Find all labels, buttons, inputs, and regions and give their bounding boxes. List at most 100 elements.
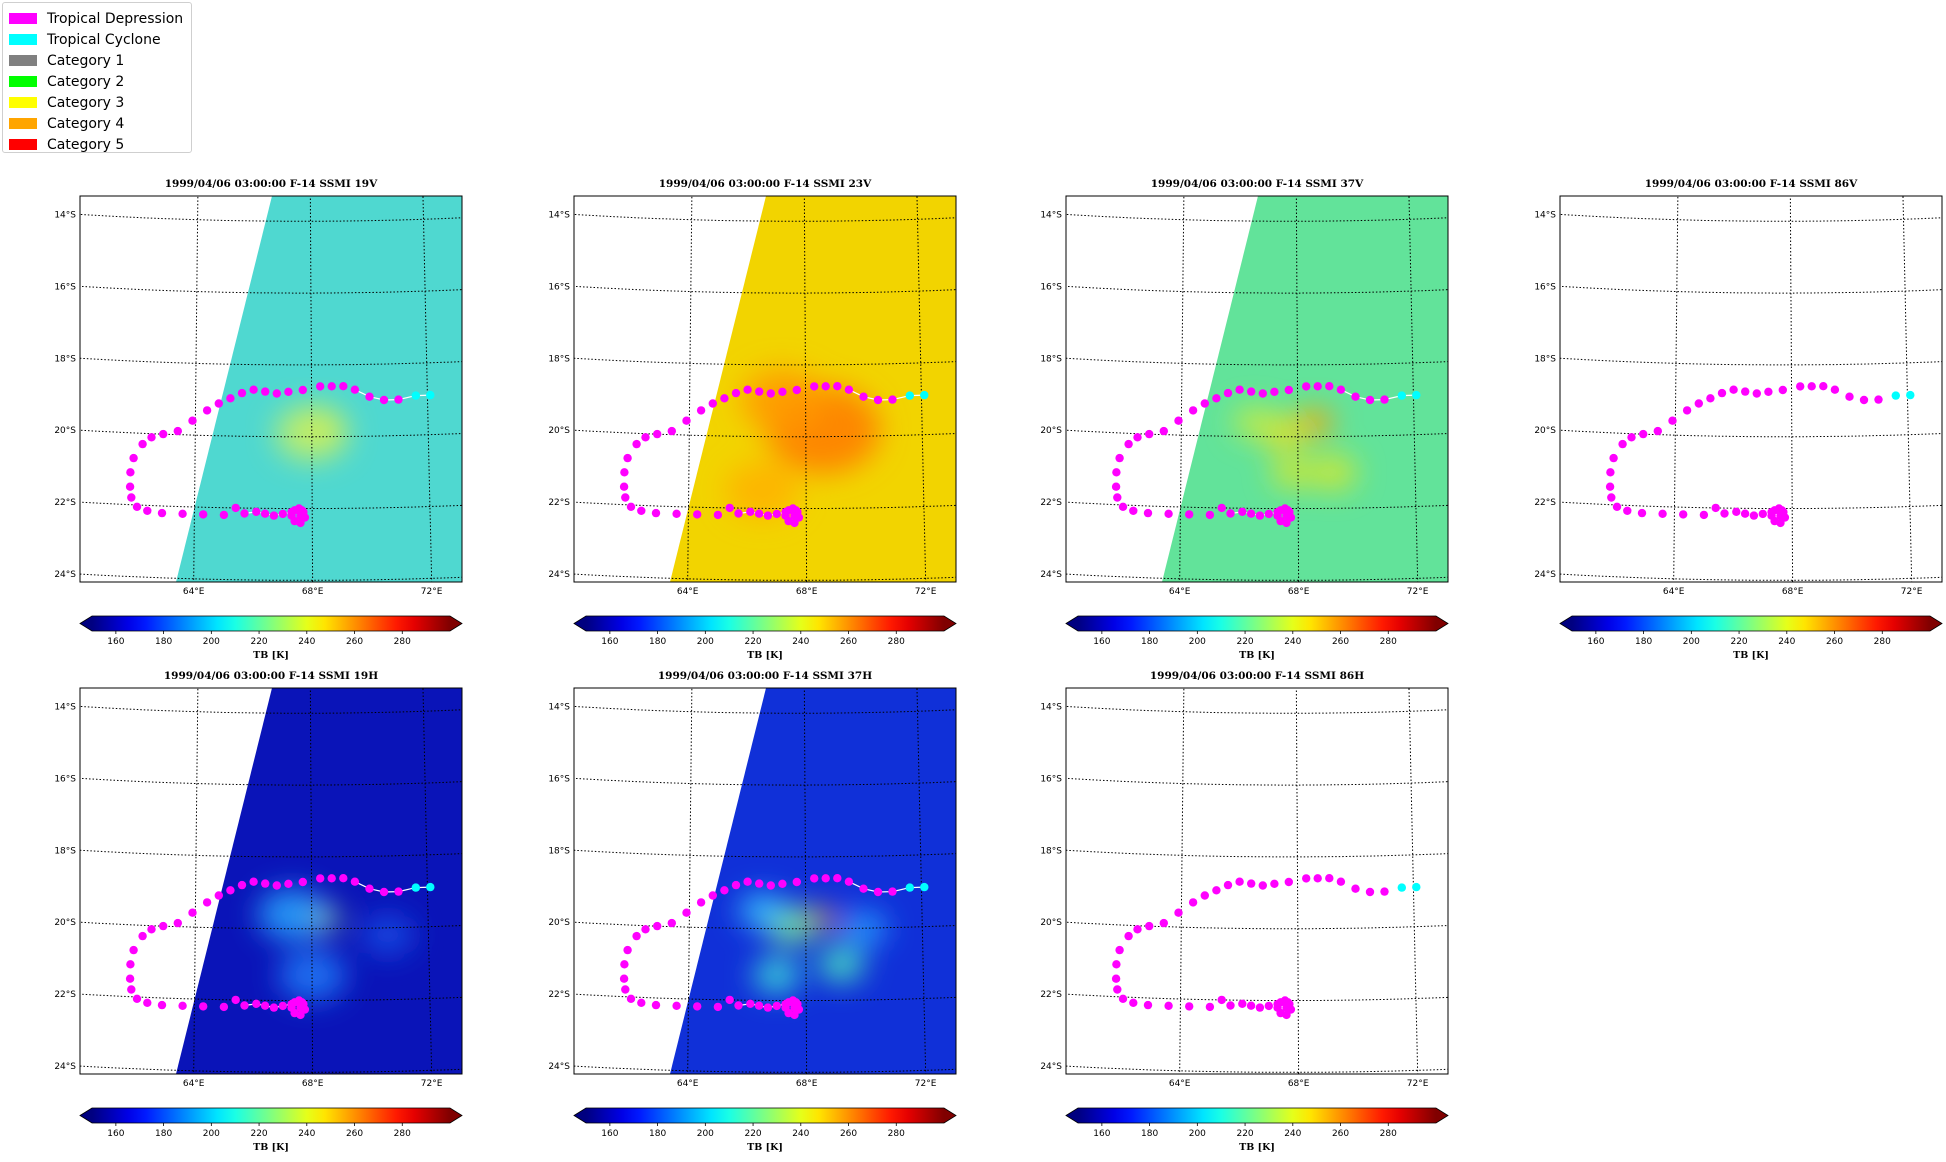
track-point [219,1002,229,1012]
latitude-label: 24°S [54,570,76,580]
graticule [1560,196,1942,582]
longitude-label: 64°E [1663,587,1685,597]
latitude-label: 24°S [548,570,570,580]
colorbar-tick-label: 200 [1683,637,1700,647]
legend-swatch [9,55,37,66]
storm-track [1111,874,1421,1020]
graticule [80,196,462,582]
graticule [1066,196,1448,582]
latitude-label: 16°S [548,775,570,785]
track-point [1699,510,1709,520]
track-point [1741,387,1750,396]
track-point [1118,502,1128,511]
track-point [1188,406,1198,415]
track-point [240,509,249,518]
track-point [1217,995,1226,1005]
track-point [296,1003,305,1012]
legend-swatch [9,76,37,87]
track-point [1845,392,1854,401]
longitude-label: 72°E [1901,587,1923,597]
colorbar-label: TB [K] [747,650,783,661]
track-point [1679,510,1688,519]
track-point [1255,1003,1265,1012]
track-point [844,877,854,886]
latitude-label: 16°S [54,283,76,293]
track-point [754,509,764,518]
track-point [1778,385,1787,395]
track-point [731,880,741,890]
track-point [269,511,279,520]
track-point [1264,509,1273,519]
track-point [269,1003,279,1012]
longitude-label: 64°E [677,1079,699,1089]
track-point [1174,908,1183,917]
track-point [720,394,729,403]
track-point [1607,493,1616,502]
track-point [637,506,646,515]
track-point [1164,1001,1173,1010]
track-point [379,887,389,897]
latitude-label: 20°S [54,918,76,928]
colorbar-tick-label: 160 [107,637,124,647]
track-point [1111,974,1121,983]
track-point [316,874,325,883]
latitude-label: 24°S [1534,570,1556,580]
colorbar-tick-label: 260 [840,637,857,647]
satellite-panel: 1999/04/06 03:00:00 F-14 SSMI 23V 14°S 16°… [548,178,1034,670]
panel-title: 1999/04/06 03:00:00 F-14 SSMI 19H [163,670,379,682]
track-point [1859,395,1869,405]
latitude-label: 14°S [1040,211,1062,221]
colorbar: 160 180 200 220 240 260 280 TB [K] [1065,615,1449,661]
track-point [888,395,897,404]
track-point [1711,503,1720,513]
track-point [1159,918,1168,928]
track-point [1302,874,1311,883]
track-point [693,1002,702,1011]
track-point [1819,382,1828,391]
track-point [1129,998,1138,1007]
track-point [1380,887,1389,896]
track-point [284,879,293,888]
longitude-label: 64°E [677,587,699,597]
longitude-label: 68°E [1288,1079,1310,1089]
track-point [1606,468,1615,477]
latitude-label: 24°S [54,1062,76,1072]
legend-item: Tropical Cyclone [9,29,185,50]
track-point [252,507,261,516]
legend-label: Category 1 [47,52,125,69]
panel-title: 1999/04/06 03:00:00 F-14 SSMI 86H [1149,670,1365,682]
track-point [1226,509,1235,518]
colorbar-tick-label: 260 [1332,637,1349,647]
track-point [708,399,717,408]
track-point [1112,960,1121,969]
track-point [621,493,630,502]
track-point [202,406,212,415]
track-point [252,999,261,1008]
track-point [327,382,336,391]
track-point [1336,877,1346,886]
track-point [249,877,258,886]
track-point [755,879,764,888]
track-point [1351,884,1360,893]
track-point [696,406,706,415]
track-point [1682,406,1692,415]
track-point [792,877,801,887]
latitude-label: 16°S [548,283,570,293]
colorbar-tick-label: 220 [1730,637,1747,647]
colorbar-tick-label: 180 [1141,637,1158,647]
track-point [1133,925,1142,934]
track-point [792,385,801,395]
track-point [214,891,223,900]
colorbar-tick-label: 220 [250,637,267,647]
track-point [708,891,717,900]
colorbar-tick-label: 260 [346,637,363,647]
track-point [157,508,167,518]
colorbar-tick-label: 180 [1635,637,1652,647]
track-point [623,453,632,463]
track-point [1612,502,1622,511]
track-point [173,918,182,928]
track-point [298,877,307,887]
colorbar-label: TB [K] [1733,650,1769,661]
